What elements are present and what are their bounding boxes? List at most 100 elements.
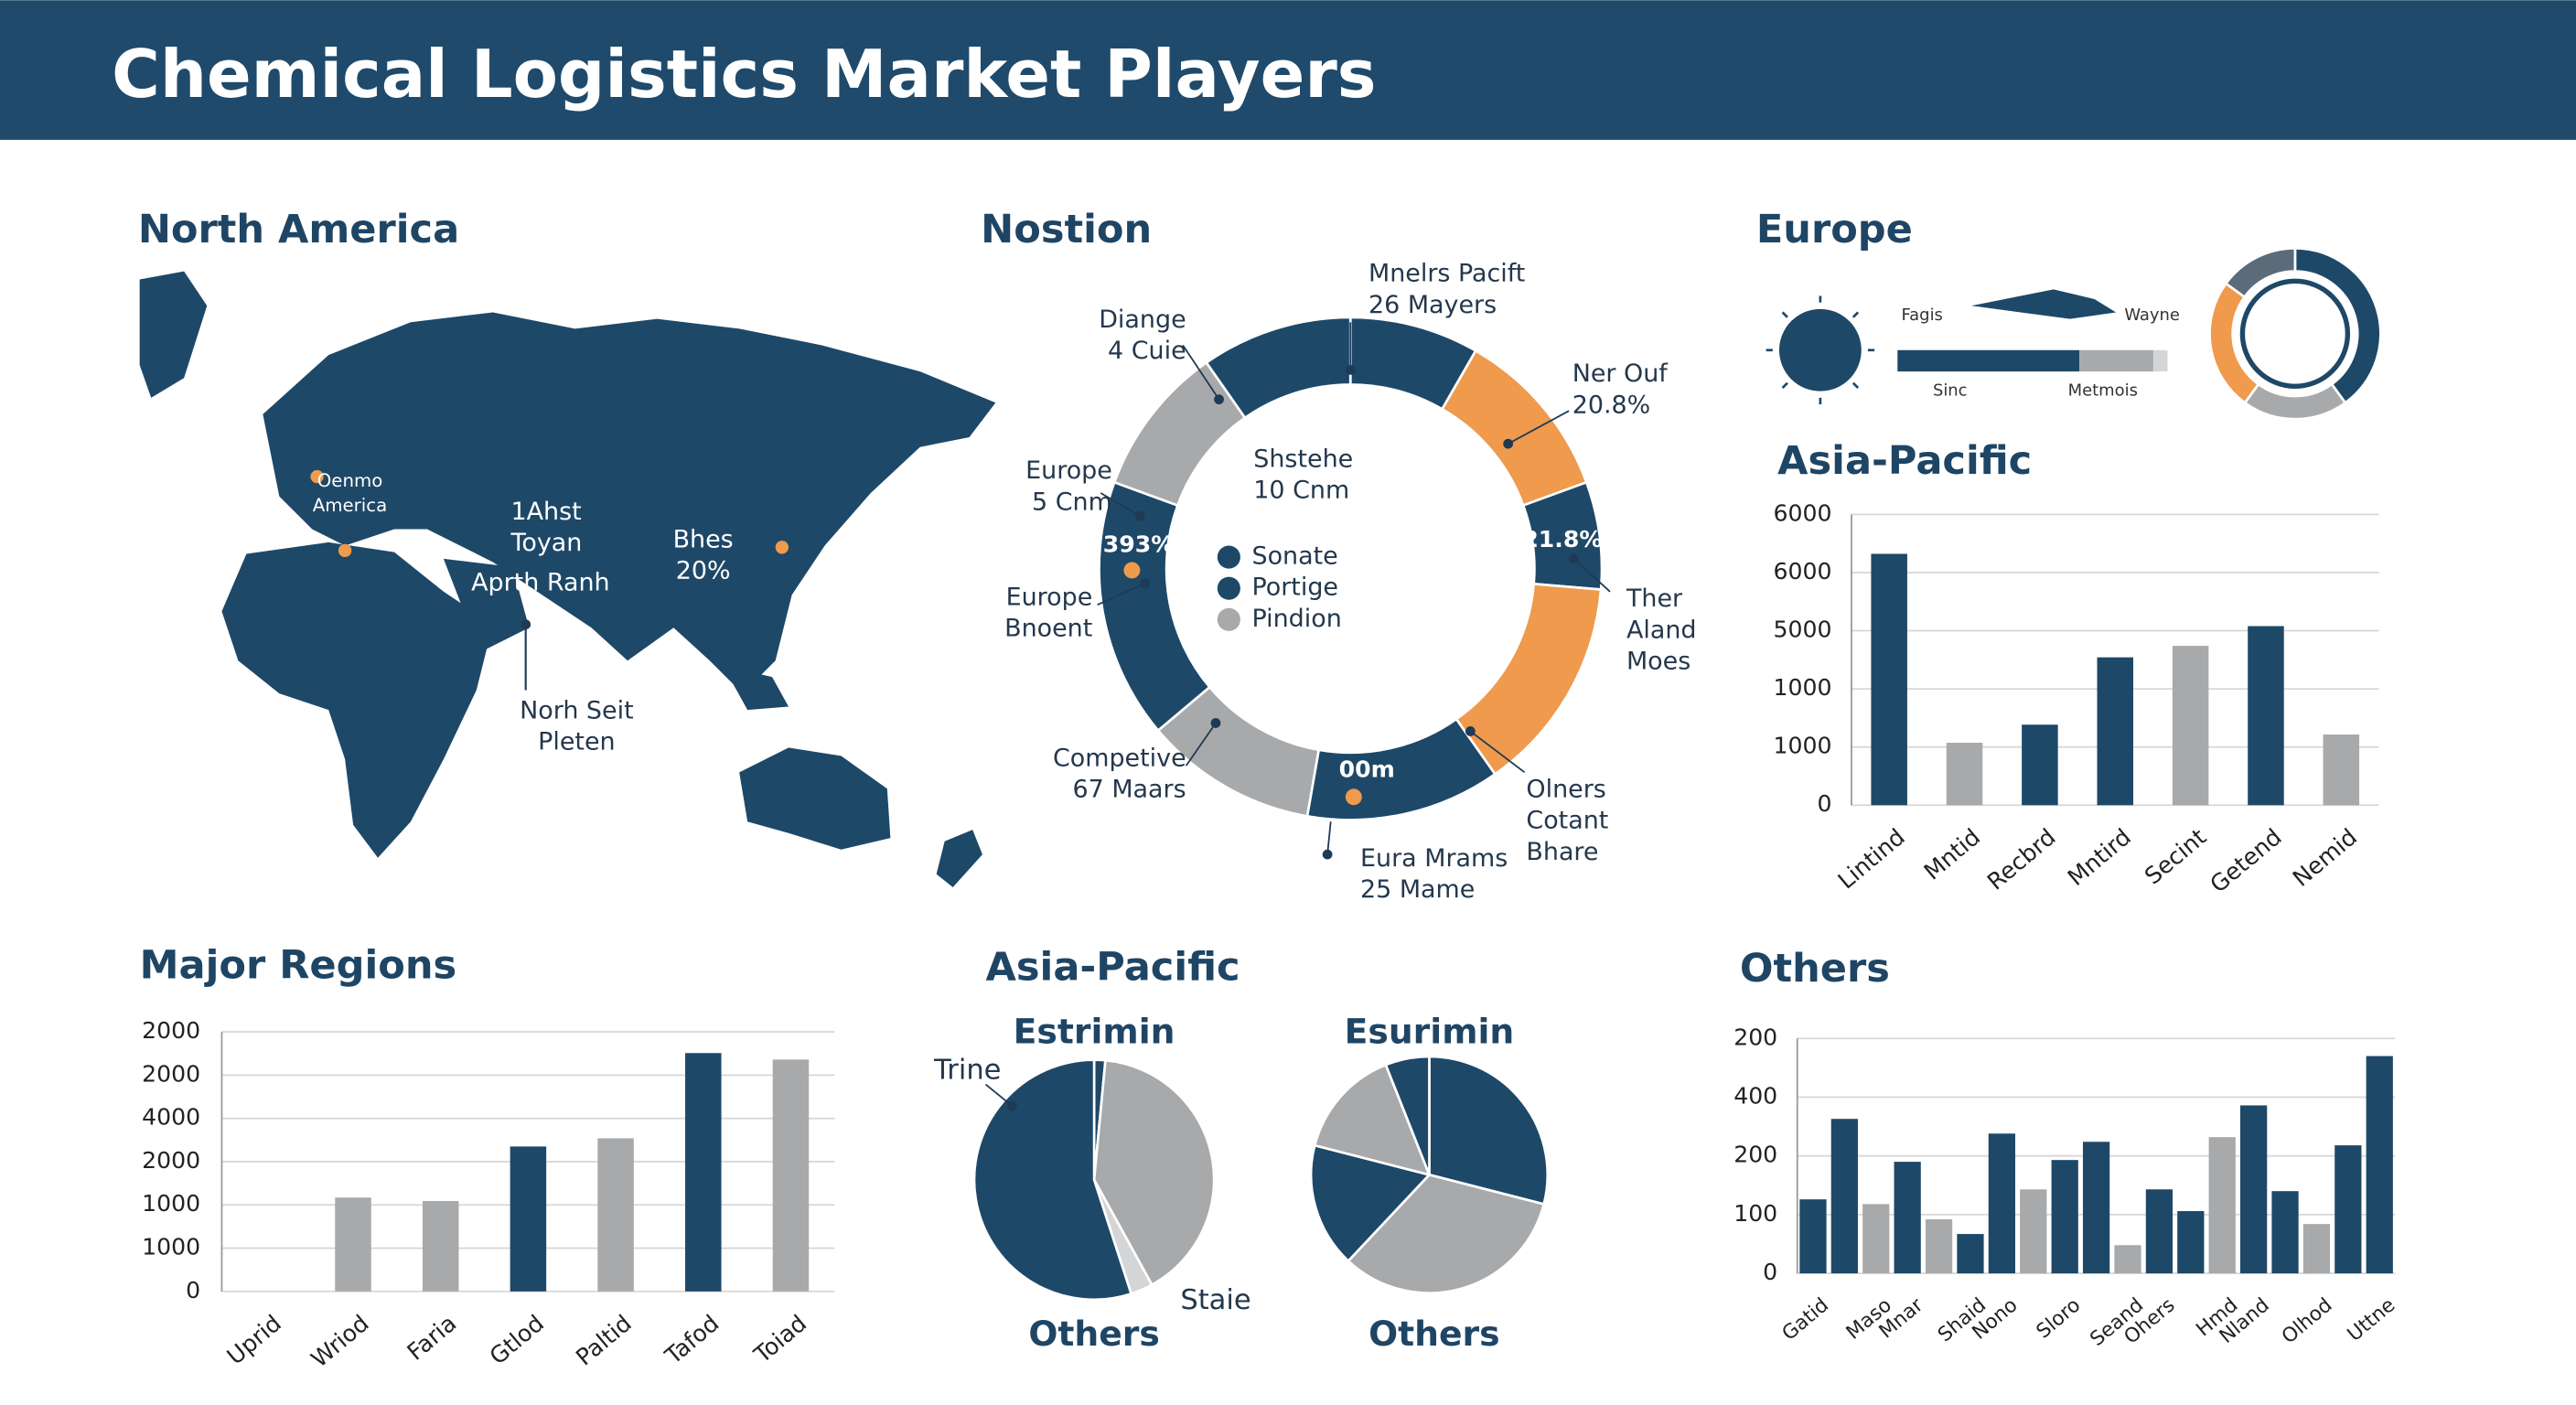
bar	[772, 1059, 810, 1292]
bar	[2271, 1191, 2299, 1274]
world-map	[139, 271, 996, 888]
legend-label: Pindion	[1251, 605, 1341, 633]
map-label: Toyan	[510, 529, 583, 557]
donut-annotation: Moes	[1626, 647, 1690, 675]
x-tick-label: Gatid	[1778, 1293, 1834, 1345]
donut-annotation: 00m	[1339, 756, 1395, 783]
donut-segment	[2224, 247, 2297, 299]
bar	[510, 1146, 547, 1292]
donut-annotation: 26 Mayers	[1368, 291, 1497, 319]
accent-dot	[1345, 788, 1362, 806]
map-label: 1Ahst	[511, 498, 582, 526]
bar	[2208, 1137, 2236, 1274]
donut-annotation: Cotant	[1526, 807, 1608, 835]
pie-annotation: Others	[1028, 1314, 1160, 1354]
donut-segment	[1098, 480, 1212, 733]
leader-dot	[1134, 510, 1145, 521]
y-tick-label: 6000	[1773, 558, 1831, 585]
x-tick-label: Paltid	[571, 1310, 637, 1371]
leader-dot	[1214, 394, 1224, 405]
sun-rays	[1766, 295, 1875, 405]
chart-title: Europe	[1756, 207, 1913, 252]
y-tick-label: 5000	[1773, 617, 1831, 643]
bar	[2248, 626, 2284, 806]
bar	[2334, 1145, 2362, 1274]
chart-title: Nostion	[981, 207, 1152, 252]
bar	[1957, 1234, 1984, 1274]
x-tick-label: Uprid	[222, 1310, 286, 1370]
x-tick-label: Lintind	[1833, 823, 1910, 894]
stack-segment	[2079, 349, 2153, 372]
y-tick-label: 200	[1733, 1142, 1777, 1168]
chart-title: Esurimin	[1345, 1011, 1515, 1051]
ring-outline	[2239, 278, 2351, 389]
map-label: Oenmo	[317, 470, 383, 491]
donut-annotation: 393%	[1103, 531, 1175, 557]
y-tick-label: 100	[1733, 1200, 1777, 1227]
y-tick-label: 0	[186, 1277, 200, 1303]
donut-annotation: Eura Mrams	[1360, 844, 1508, 873]
map-label: 20%	[676, 557, 731, 585]
donut-segment	[1440, 349, 1589, 508]
x-tick-label: Mntird	[2063, 823, 2136, 891]
donut-annotation: Ner Ouf	[1572, 359, 1669, 388]
leader-line	[1100, 492, 1141, 517]
bar	[1799, 1199, 1827, 1274]
x-tick-label: Sloro	[2033, 1293, 2086, 1343]
bar	[2302, 1224, 2331, 1274]
donut-annotation: 20.8%	[1572, 391, 1651, 419]
leader-line	[1097, 582, 1146, 606]
leader-dot	[1345, 364, 1356, 375]
leader-line	[1185, 722, 1217, 767]
x-tick-label: Gtlod	[485, 1310, 549, 1370]
donut-annotation: 4 Cuie	[1108, 337, 1186, 365]
y-tick-label: 2000	[142, 1147, 200, 1174]
leader-dot	[1569, 553, 1579, 564]
map-label: Norh Seit	[520, 696, 634, 724]
donut-annotation: 25 Mame	[1360, 875, 1475, 904]
leader-line	[1508, 410, 1570, 445]
pie-slice	[1347, 1173, 1546, 1294]
strip-label: Sinc	[1933, 381, 1968, 401]
bar	[422, 1200, 459, 1292]
legend-label: Sonate	[1251, 542, 1337, 571]
bar	[1894, 1162, 1921, 1274]
chart-title: Others	[1740, 946, 1890, 992]
x-tick-label: Mntid	[1919, 823, 1986, 885]
donut-annotation: 67 Maars	[1073, 776, 1186, 804]
leader-line	[1572, 558, 1611, 593]
bar	[1871, 553, 1907, 806]
donut-annotation: Ther	[1626, 585, 1683, 613]
donut-segment	[1454, 582, 1603, 777]
accent-dot	[1123, 562, 1141, 579]
section-title: Asia-Pacific	[986, 944, 1240, 990]
bar	[2145, 1189, 2174, 1274]
bar	[2172, 646, 2209, 806]
bar	[1925, 1219, 1953, 1274]
bar	[1830, 1119, 1858, 1274]
x-tick-label: Toiad	[748, 1310, 811, 1368]
map-dot	[521, 619, 531, 630]
x-tick-label: Olhod	[2278, 1293, 2337, 1348]
bar	[1946, 743, 1983, 806]
bar	[2366, 1056, 2393, 1274]
bar	[2097, 657, 2133, 806]
x-tick-label: Recbrd	[1982, 823, 2061, 895]
donut-segment	[2243, 382, 2347, 421]
x-tick-label: Wriod	[306, 1310, 374, 1373]
stack-segment	[2152, 349, 2168, 372]
bar	[597, 1138, 634, 1292]
map-label: Aprth Ranh	[471, 568, 610, 596]
map-dot	[338, 543, 352, 558]
strip-label: Wayne	[2124, 306, 2180, 325]
donut-annotation: 10 Cnm	[1253, 477, 1349, 505]
donut-annotation: Competive	[1053, 744, 1186, 772]
x-tick-label: Secint	[2140, 823, 2211, 889]
donut-annotation: Aland	[1626, 616, 1697, 644]
chart-title: Asia-Pacific	[1777, 438, 2032, 484]
bar	[1988, 1133, 2015, 1274]
leader-line	[984, 1083, 1013, 1107]
donut-annotation: Bhare	[1526, 838, 1598, 866]
bar	[685, 1053, 722, 1292]
